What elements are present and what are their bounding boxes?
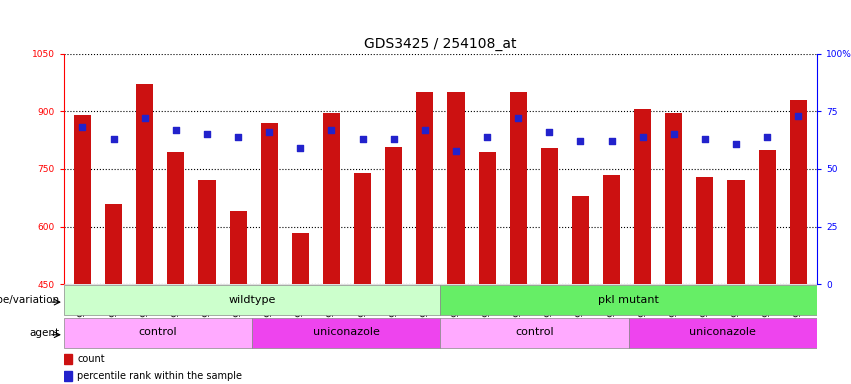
Point [542, 129, 556, 135]
Text: genotype/variation: genotype/variation [0, 295, 60, 306]
Point [356, 136, 369, 142]
Point [107, 136, 121, 142]
Text: uniconazole: uniconazole [689, 328, 757, 338]
Bar [572, 196, 589, 284]
Point [449, 147, 463, 154]
Point [729, 141, 743, 147]
Text: wildtype: wildtype [228, 295, 276, 305]
Bar [629, 318, 817, 348]
Point [574, 138, 587, 144]
Bar [416, 92, 433, 284]
Bar [665, 113, 683, 284]
Bar [64, 285, 440, 316]
Bar [323, 113, 340, 284]
Bar [603, 175, 620, 284]
Text: pkl mutant: pkl mutant [598, 295, 660, 305]
Point [418, 127, 431, 133]
Point [698, 136, 711, 142]
Point [294, 145, 307, 151]
Point [169, 127, 183, 133]
Bar [354, 173, 371, 284]
Text: uniconazole: uniconazole [313, 328, 380, 338]
Title: GDS3425 / 254108_at: GDS3425 / 254108_at [364, 37, 517, 51]
Bar [440, 285, 817, 316]
Point [605, 138, 619, 144]
Point [667, 131, 681, 137]
Point [200, 131, 214, 137]
Text: count: count [77, 354, 105, 364]
Bar [260, 123, 277, 284]
Point [76, 124, 89, 131]
Bar [540, 148, 558, 284]
Bar [758, 150, 776, 284]
Point [262, 129, 276, 135]
Bar [136, 84, 153, 284]
Bar [64, 318, 252, 348]
Point [636, 134, 649, 140]
Bar [728, 180, 745, 284]
Text: agent: agent [30, 328, 60, 338]
Point [138, 115, 151, 121]
Point [231, 134, 245, 140]
Bar [696, 177, 713, 284]
Point [480, 134, 494, 140]
Bar [74, 115, 91, 284]
Bar [64, 371, 72, 381]
Bar [386, 147, 403, 284]
Bar [252, 318, 440, 348]
Bar [198, 180, 215, 284]
Point [511, 115, 525, 121]
Bar [230, 211, 247, 284]
Point [387, 136, 401, 142]
Bar [168, 152, 185, 284]
Text: control: control [139, 328, 177, 338]
Point [325, 127, 339, 133]
Bar [440, 318, 629, 348]
Point [760, 134, 774, 140]
Point [791, 113, 805, 119]
Bar [510, 92, 527, 284]
Text: control: control [515, 328, 554, 338]
Bar [790, 100, 807, 284]
Bar [634, 109, 651, 284]
Bar [105, 204, 123, 284]
Bar [64, 354, 72, 364]
Bar [478, 152, 495, 284]
Bar [448, 92, 465, 284]
Bar [292, 233, 309, 284]
Text: percentile rank within the sample: percentile rank within the sample [77, 371, 242, 381]
